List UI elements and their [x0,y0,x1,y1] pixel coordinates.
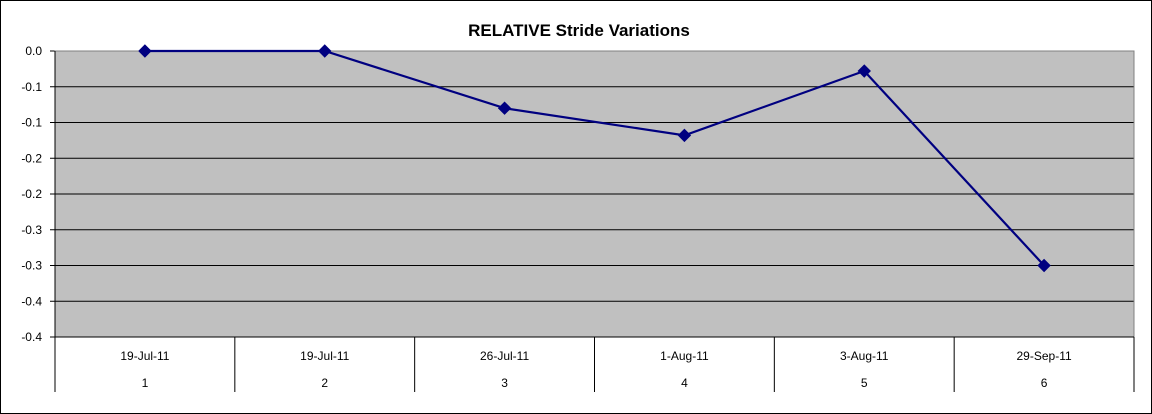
y-tick-label: -0.3 [21,259,42,273]
x-tick-label-index: 1 [142,376,149,390]
chart-title: RELATIVE Stride Variations [468,21,690,40]
x-tick-label-date: 29-Sep-11 [1017,349,1072,363]
data-point [677,128,692,143]
y-tick-label: -0.2 [21,151,42,165]
x-tick-label-index: 6 [1041,376,1048,390]
y-tick-label: 0.0 [25,44,42,58]
y-tick-label: -0.1 [21,80,42,94]
data-point [138,44,152,58]
x-tick-label-date: 3-Aug-11 [840,349,889,363]
x-tick-label-index: 4 [681,376,688,390]
x-tick-label-index: 3 [501,376,508,390]
x-tick-label-index: 2 [321,376,328,390]
y-tick-label: -0.4 [21,330,42,344]
y-tick-label: -0.2 [21,187,42,201]
data-point [318,44,332,58]
data-point [857,64,871,78]
y-tick-label: -0.4 [21,294,42,308]
data-point [497,101,512,115]
series-line [144,49,1045,267]
x-tick-label-date: 1-Aug-11 [660,349,709,363]
data-point [1037,258,1051,273]
x-tick-label-index: 5 [861,376,868,390]
y-tick-label: -0.1 [21,116,42,130]
x-tick-label-date: 19-Jul-11 [300,349,349,363]
x-tick-label-date: 19-Jul-11 [120,349,169,363]
x-tick-label-date: 26-Jul-11 [480,349,529,363]
y-tick-label: -0.3 [21,223,42,237]
